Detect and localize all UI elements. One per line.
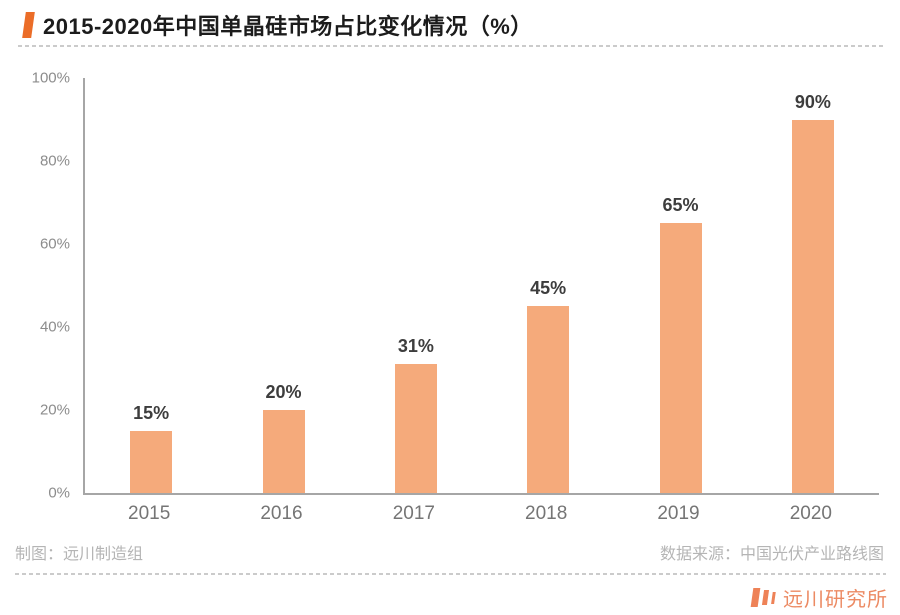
- x-tick-label: 2019: [657, 503, 700, 524]
- bar-value-label: 20%: [265, 382, 302, 402]
- bar-2020: [791, 119, 834, 493]
- y-axis-labels: 0% 20% 40% 60% 80% 100%: [0, 70, 70, 502]
- y-tick-label: 60%: [39, 235, 70, 253]
- data-source-label: 数据来源：中国光伏产业路线图: [659, 546, 884, 563]
- header-divider: [18, 45, 886, 47]
- brand-name: 远川研究所: [783, 588, 888, 611]
- bar-2016: [262, 410, 305, 493]
- title-marker-icon: [22, 12, 35, 38]
- brand-bar-3: [771, 591, 776, 603]
- y-tick-label: 20%: [39, 401, 70, 419]
- bar-2015: [130, 430, 173, 493]
- plot-area: 15% 20% 31% 45% 65% 90%: [83, 78, 879, 495]
- bar-2018: [527, 306, 570, 493]
- chart-header: 2015-2020年中国单晶硅市场占比变化情况（%）: [22, 8, 885, 42]
- y-tick-label: 100%: [31, 69, 70, 87]
- x-tick-label: 2016: [260, 503, 303, 524]
- x-tick-label: 2018: [525, 503, 568, 524]
- bar-value-label: 90%: [794, 91, 831, 112]
- brand-bar-1: [750, 587, 761, 607]
- y-tick-label: 0%: [48, 484, 70, 502]
- bar-2017: [394, 364, 437, 493]
- bar-value-label: 15%: [133, 402, 170, 423]
- bar-value-label: 45%: [530, 278, 567, 299]
- brand-bar-2: [761, 589, 770, 605]
- credit-left: 制图：远川制造组: [15, 546, 144, 563]
- brand-bars-icon: [750, 587, 777, 607]
- footer-divider: [15, 573, 886, 575]
- x-tick-label: 2015: [128, 503, 171, 524]
- y-tick-label: 40%: [39, 318, 70, 336]
- brand-logo: 远川研究所: [750, 583, 888, 611]
- page-title: 2015-2020年中国单晶硅市场占比变化情况（%）: [43, 14, 533, 39]
- bar-value-label: 65%: [662, 195, 699, 216]
- bar-2019: [659, 223, 702, 493]
- x-tick-label: 2017: [392, 503, 435, 524]
- bar-value-label: 31%: [397, 336, 434, 357]
- x-axis-labels: 2015 2016 2017 2018 2019 2020: [83, 503, 877, 529]
- x-tick-label: 2020: [789, 503, 832, 524]
- y-tick-label: 80%: [39, 152, 70, 170]
